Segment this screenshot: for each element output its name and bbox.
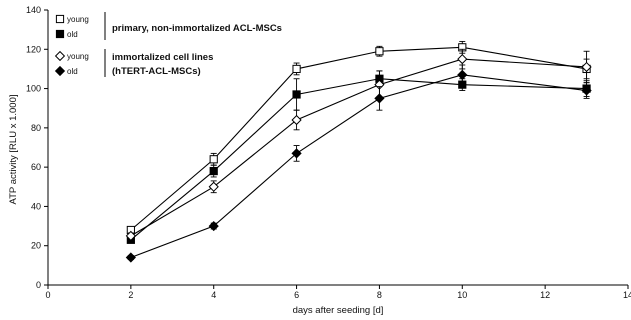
x-tick-label: 8 [377,290,382,300]
x-tick-label: 12 [540,290,550,300]
y-tick-label: 20 [31,241,41,251]
legend: primary, non-immortalized ACL-MSCs immor… [54,12,282,77]
series-4-old-filled-diamond [125,64,592,263]
y-tick-label: 120 [26,44,41,54]
data-point [291,148,302,159]
x-axis-label: days after seeding [d] [293,305,384,316]
legend-entry-old: old [67,30,78,39]
series-layer [125,40,592,263]
data-point [457,54,468,65]
series-3-young-open-diamond [125,48,592,241]
x-tick-label: 6 [294,290,299,300]
legend-group-immortalized-sublabel: (hTERT-ACL-MSCs) [112,66,201,77]
legend-marker-open-diamond [54,50,66,62]
data-point [375,47,384,56]
data-point [374,93,385,104]
x-tick-label: 4 [211,290,216,300]
legend-entry-young: young [67,15,89,24]
legend-entry-young: young [67,52,89,61]
legend-marker-filled-square [55,29,65,39]
legend-entry-old: old [67,67,78,76]
series-line [130,46,587,231]
data-point [291,114,302,126]
y-axis-label: ATP activity [RLU x 1.000] [8,95,19,205]
y-tick-label: 140 [26,5,41,15]
data-point [292,64,301,74]
series-2-old-filled-square [126,70,591,244]
y-tick-label: 100 [26,84,41,94]
data-point [457,69,468,80]
legend-group-immortalized-label: immortalized cell lines [112,52,213,63]
data-point [209,155,218,164]
series-line [130,78,587,241]
y-tick-label: 0 [36,280,41,290]
legend-marker-filled-diamond [54,65,66,77]
data-point [581,85,592,96]
x-tick-label: 0 [45,290,50,300]
y-tick-label: 60 [31,162,41,172]
data-point [209,166,218,176]
y-tick-labels: 0 20 40 60 80 100 120 140 [26,5,41,290]
data-point [125,230,136,241]
series-line [130,58,587,237]
axes [44,9,629,289]
legend-marker-open-square [55,14,65,24]
x-tick-labels: 0 2 4 6 8 10 12 14 [45,290,631,300]
x-tick-label: 14 [623,290,631,300]
x-tick-label: 2 [128,290,133,300]
y-tick-label: 80 [31,123,41,133]
legend-group-primary-label: primary, non-immortalized ACL-MSCs [112,23,282,34]
series-line [130,74,587,259]
data-point [581,61,592,73]
y-tick-label: 40 [31,201,41,211]
data-point [208,181,219,192]
data-point [125,252,136,263]
data-point [292,90,301,99]
x-tick-label: 10 [457,290,467,300]
data-point [208,220,219,232]
